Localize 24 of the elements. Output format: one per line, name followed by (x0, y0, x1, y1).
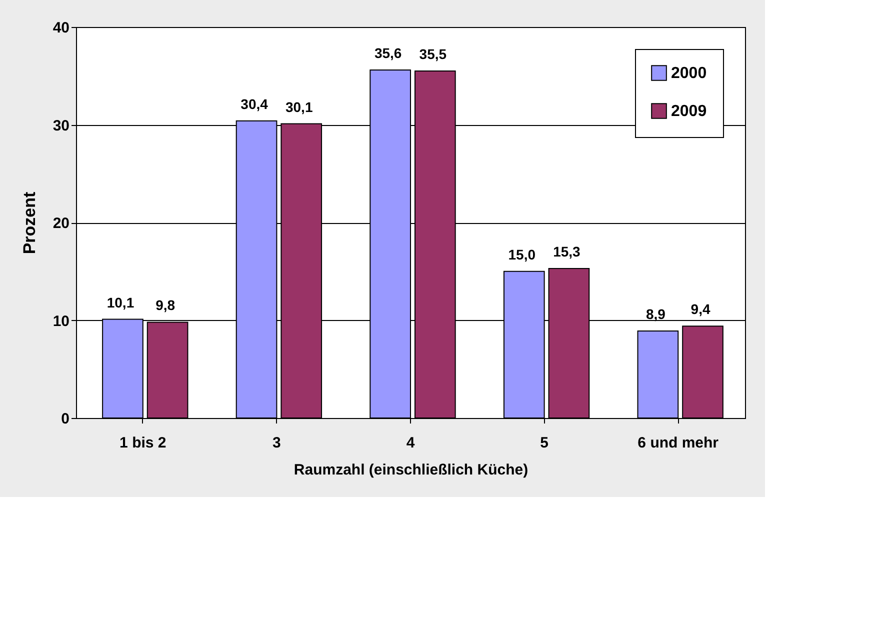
data-label: 30,4 (240, 96, 268, 112)
data-label: 8,9 (646, 306, 666, 322)
x-tick-label: 3 (272, 434, 281, 452)
data-label: 10,1 (106, 294, 134, 310)
x-tick-label: 1 bis 2 (120, 434, 166, 452)
x-tick-label: 5 (540, 434, 548, 452)
y-tick-label: 30 (52, 117, 70, 134)
legend-label: 2009 (671, 103, 707, 120)
y-tick-label: 0 (61, 410, 70, 428)
y-axis-title: Prozent (20, 191, 39, 254)
data-label: 30,1 (285, 98, 313, 115)
data-label: 9,8 (156, 297, 176, 314)
data-label: 35,5 (419, 46, 447, 62)
y-tick-label: 10 (52, 312, 70, 330)
data-label: 15,0 (508, 246, 536, 262)
x-tick-label: 6 und mehr (638, 434, 719, 452)
y-tick-label: 20 (52, 215, 70, 232)
data-label: 15,3 (553, 243, 581, 260)
y-tick-label: 40 (52, 20, 70, 36)
x-tick-label: 4 (406, 434, 416, 452)
data-label: 9,4 (690, 301, 710, 318)
data-label: 35,6 (374, 45, 402, 62)
x-axis-title: Raumzahl (einschließlich Küche) (294, 462, 528, 478)
legend-label: 2000 (671, 65, 707, 82)
